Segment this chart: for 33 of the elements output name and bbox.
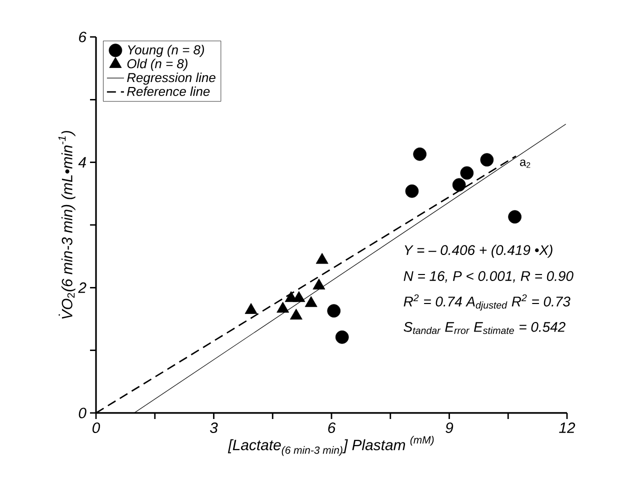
y-tick-label: 0 [78, 408, 86, 418]
x-tick-label: 0 [92, 422, 100, 434]
x-tick-label: 12 [559, 422, 576, 433]
legend-label: Regression line [127, 72, 216, 85]
point [405, 184, 419, 198]
x-tick-label: 9 [446, 422, 454, 434]
point [460, 166, 474, 180]
point [304, 296, 318, 308]
x-tick-label: 3 [210, 422, 218, 434]
x-axis-title: $\textit{[Lactate}_{\textit{(6 min-3 min)}}\textit{] Plastam }^{\textit{(mM)}}$ [228, 436, 434, 456]
annotation: N = 16, P < 0.001, R = 0.90 [404, 271, 574, 283]
y-tick-label: 2 [78, 282, 86, 293]
legend-label: Old (n = 8) [127, 58, 188, 71]
point [480, 153, 494, 166]
legend-label: Reference line [127, 86, 210, 96]
point [312, 278, 326, 290]
y-tick-label: 6 [79, 32, 87, 42]
point [292, 291, 306, 302]
point [244, 303, 258, 314]
point [452, 178, 466, 192]
x-tick-label: 6 [328, 422, 336, 434]
point [316, 252, 328, 264]
point [290, 308, 302, 320]
legend-label: Young (n = 8) [128, 44, 204, 57]
y-tick-label: 4 [78, 157, 86, 168]
annotation: R$^{2}$ = 0.74 A$_{djusted}$ R$^{2}$ = 0.73 [404, 294, 570, 311]
annotation: a$_{2}$ [520, 160, 530, 168]
annotation: S$_{tandar}$ E$_{rror}$ E$_{stimate}$ = 0.542 [404, 322, 566, 334]
point [508, 210, 522, 224]
point [276, 302, 290, 313]
point [413, 148, 426, 161]
annotation: Y = – 0.406 + (0.419 •X) [404, 244, 552, 258]
y-axis-title: $\dot{V}O_{2}\textit{(6 min-3 min) (mL•min}^{\textit{-1}}\textit{)}$ [58, 130, 76, 319]
